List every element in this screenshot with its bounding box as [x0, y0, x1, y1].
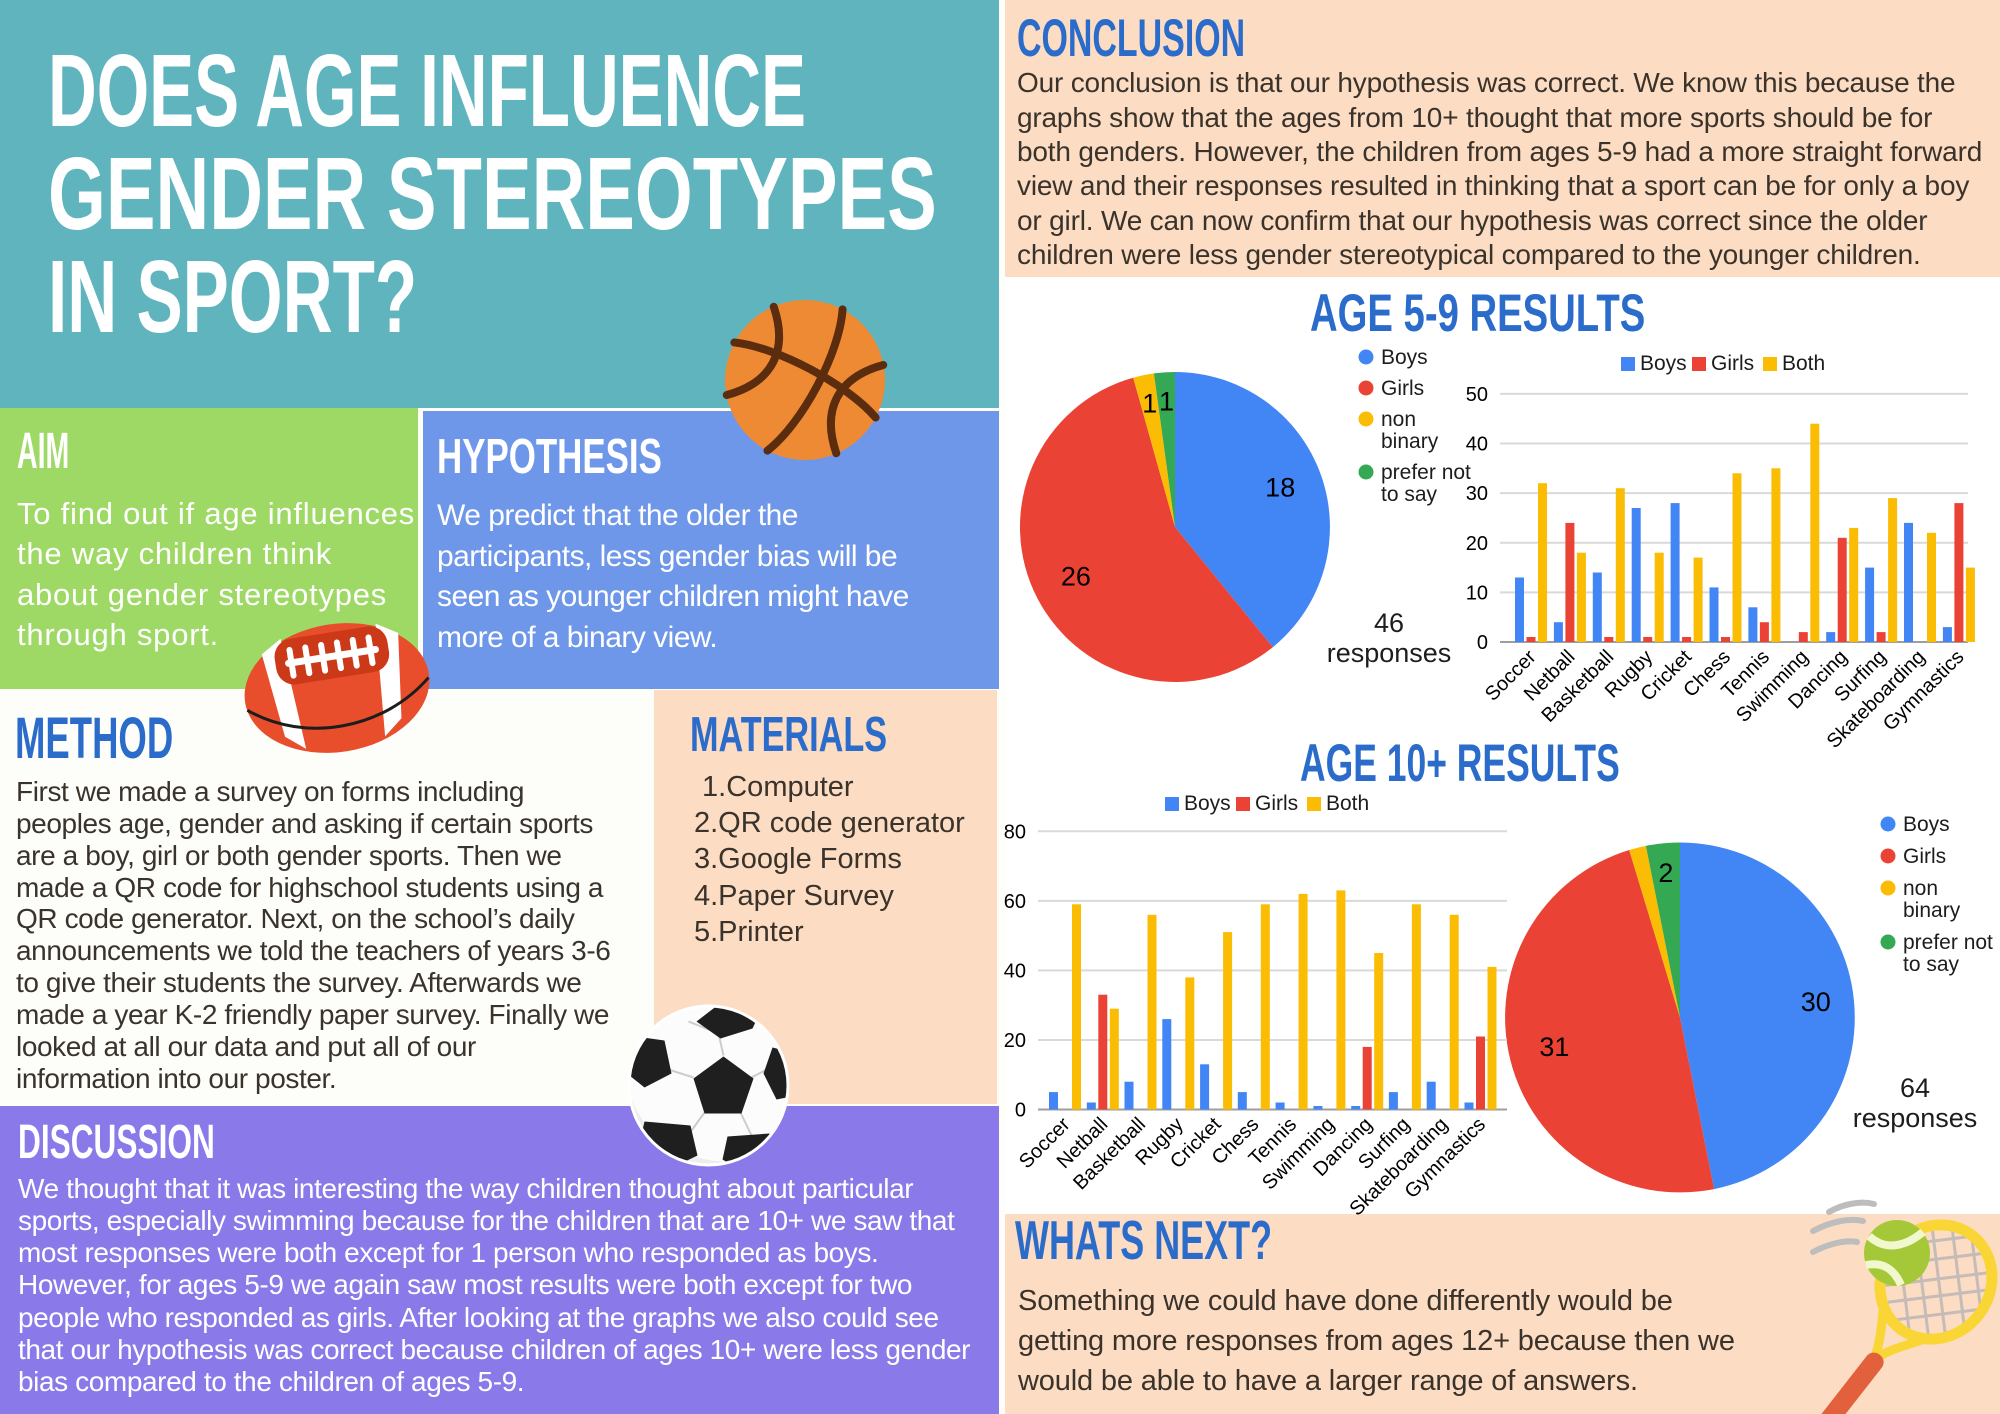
svg-text:60: 60 — [1004, 891, 1026, 913]
svg-text:Boys: Boys — [1381, 346, 1428, 369]
svg-text:Boys: Boys — [1640, 352, 1687, 375]
svg-text:Girls: Girls — [1903, 845, 1946, 868]
svg-text:Both: Both — [1326, 792, 1369, 815]
svg-text:Both: Both — [1782, 352, 1825, 375]
svg-text:40: 40 — [1466, 434, 1488, 456]
svg-text:50: 50 — [1466, 384, 1488, 406]
svg-text:prefer not: prefer not — [1903, 931, 1993, 954]
svg-text:Boys: Boys — [1903, 813, 1950, 836]
svg-text:31: 31 — [1539, 1032, 1569, 1062]
svg-text:prefer not: prefer not — [1381, 461, 1471, 484]
svg-text:1: 1 — [1142, 389, 1157, 419]
svg-text:Girls: Girls — [1381, 377, 1424, 400]
svg-text:26: 26 — [1061, 561, 1091, 591]
svg-text:10: 10 — [1466, 582, 1488, 604]
svg-text:to say: to say — [1381, 483, 1438, 506]
svg-text:20: 20 — [1466, 533, 1488, 555]
svg-text:non: non — [1381, 408, 1416, 431]
svg-text:to say: to say — [1903, 953, 1960, 976]
svg-text:non: non — [1903, 877, 1938, 900]
svg-text:Boys: Boys — [1184, 792, 1231, 815]
svg-text:20: 20 — [1004, 1030, 1026, 1052]
svg-text:binary: binary — [1903, 899, 1961, 922]
svg-text:2: 2 — [1658, 858, 1673, 888]
svg-text:80: 80 — [1004, 821, 1026, 843]
svg-text:40: 40 — [1004, 960, 1026, 982]
svg-text:30: 30 — [1466, 483, 1488, 505]
svg-text:1: 1 — [1159, 386, 1174, 416]
svg-text:Girls: Girls — [1711, 352, 1754, 375]
svg-text:18: 18 — [1265, 473, 1295, 503]
svg-text:Girls: Girls — [1255, 792, 1298, 815]
svg-text:binary: binary — [1381, 430, 1439, 453]
svg-text:30: 30 — [1801, 987, 1831, 1017]
svg-text:0: 0 — [1477, 632, 1488, 654]
svg-text:0: 0 — [1015, 1100, 1026, 1122]
